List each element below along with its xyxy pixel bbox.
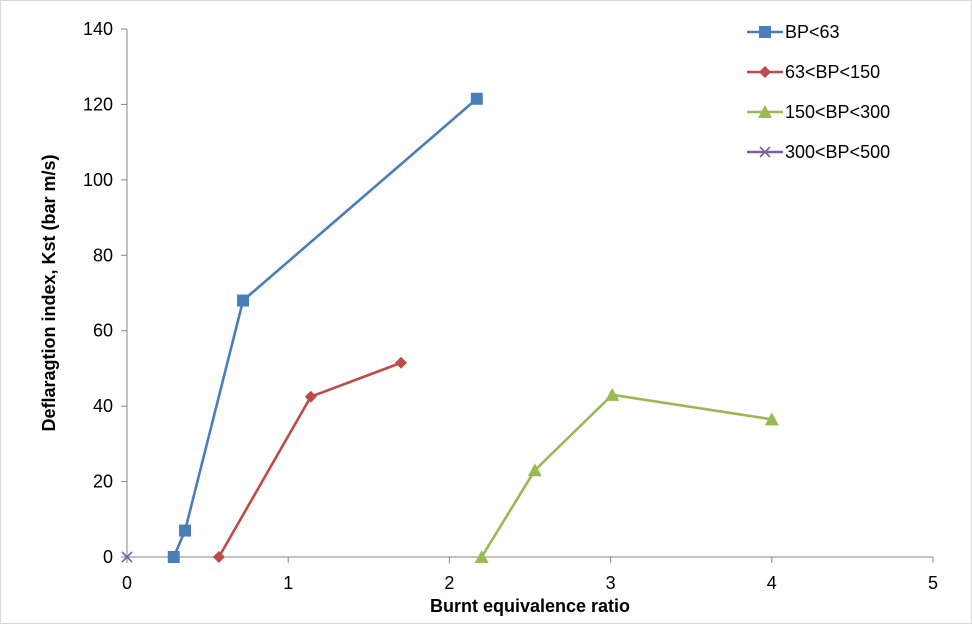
legend-label: 300<BP<500: [785, 142, 890, 162]
data-point: [121, 551, 133, 563]
series-layer: [121, 92, 779, 563]
legend-marker: [758, 105, 772, 118]
x-axis-title: Burnt equivalence ratio: [430, 596, 630, 616]
data-point: [167, 551, 180, 563]
x-tick-label: 3: [606, 573, 616, 593]
series-3: [121, 551, 133, 563]
axes: [126, 29, 933, 558]
series-2: [474, 387, 779, 563]
data-point: [237, 294, 250, 307]
legend-label: BP<63: [785, 22, 840, 42]
data-point: [179, 524, 192, 537]
data-point: [470, 92, 483, 105]
legend-marker: [759, 26, 771, 38]
legend-item: 63<BP<150: [747, 62, 880, 82]
data-point: [304, 390, 317, 403]
series-0: [167, 92, 483, 563]
legend-item: 300<BP<500: [747, 142, 890, 162]
legend: BP<63 63<BP<150 150<BP<300 300<BP<500: [747, 22, 890, 162]
y-tick-label: 140: [83, 19, 113, 39]
y-tick-label: 40: [93, 396, 113, 416]
legend-marker: [759, 146, 771, 158]
x-tick-label: 0: [122, 573, 132, 593]
y-tick-label: 60: [93, 321, 113, 341]
data-point: [474, 550, 489, 563]
data-point: [212, 551, 225, 563]
data-point: [764, 412, 779, 426]
x-tick-label: 4: [767, 573, 777, 593]
y-tick-label: 20: [93, 472, 113, 492]
y-tick-label: 100: [83, 170, 113, 190]
y-tick-label: 120: [83, 94, 113, 114]
legend-label: 63<BP<150: [785, 62, 880, 82]
data-point: [527, 463, 542, 477]
series-line: [480, 393, 772, 558]
series-1: [212, 356, 408, 563]
x-tick-label: 1: [283, 573, 293, 593]
legend-marker: [759, 66, 771, 78]
y-tick-label: 80: [93, 245, 113, 265]
x-tick-label: 2: [444, 573, 454, 593]
legend-item: 150<BP<300: [747, 102, 890, 122]
legend-item: BP<63: [747, 22, 840, 42]
legend-label: 150<BP<300: [785, 102, 890, 122]
x-tick-label: 5: [928, 573, 938, 593]
data-point: [395, 356, 408, 369]
y-tick-label: 0: [103, 547, 113, 567]
ticks: 0 20 40 60 80 100 120 140 0 1 2 3 4 5: [83, 19, 938, 593]
series-line: [172, 97, 478, 558]
y-axis-title: Deflaragtion index, Kst (bar m/s): [39, 154, 59, 431]
data-point: [605, 387, 620, 401]
